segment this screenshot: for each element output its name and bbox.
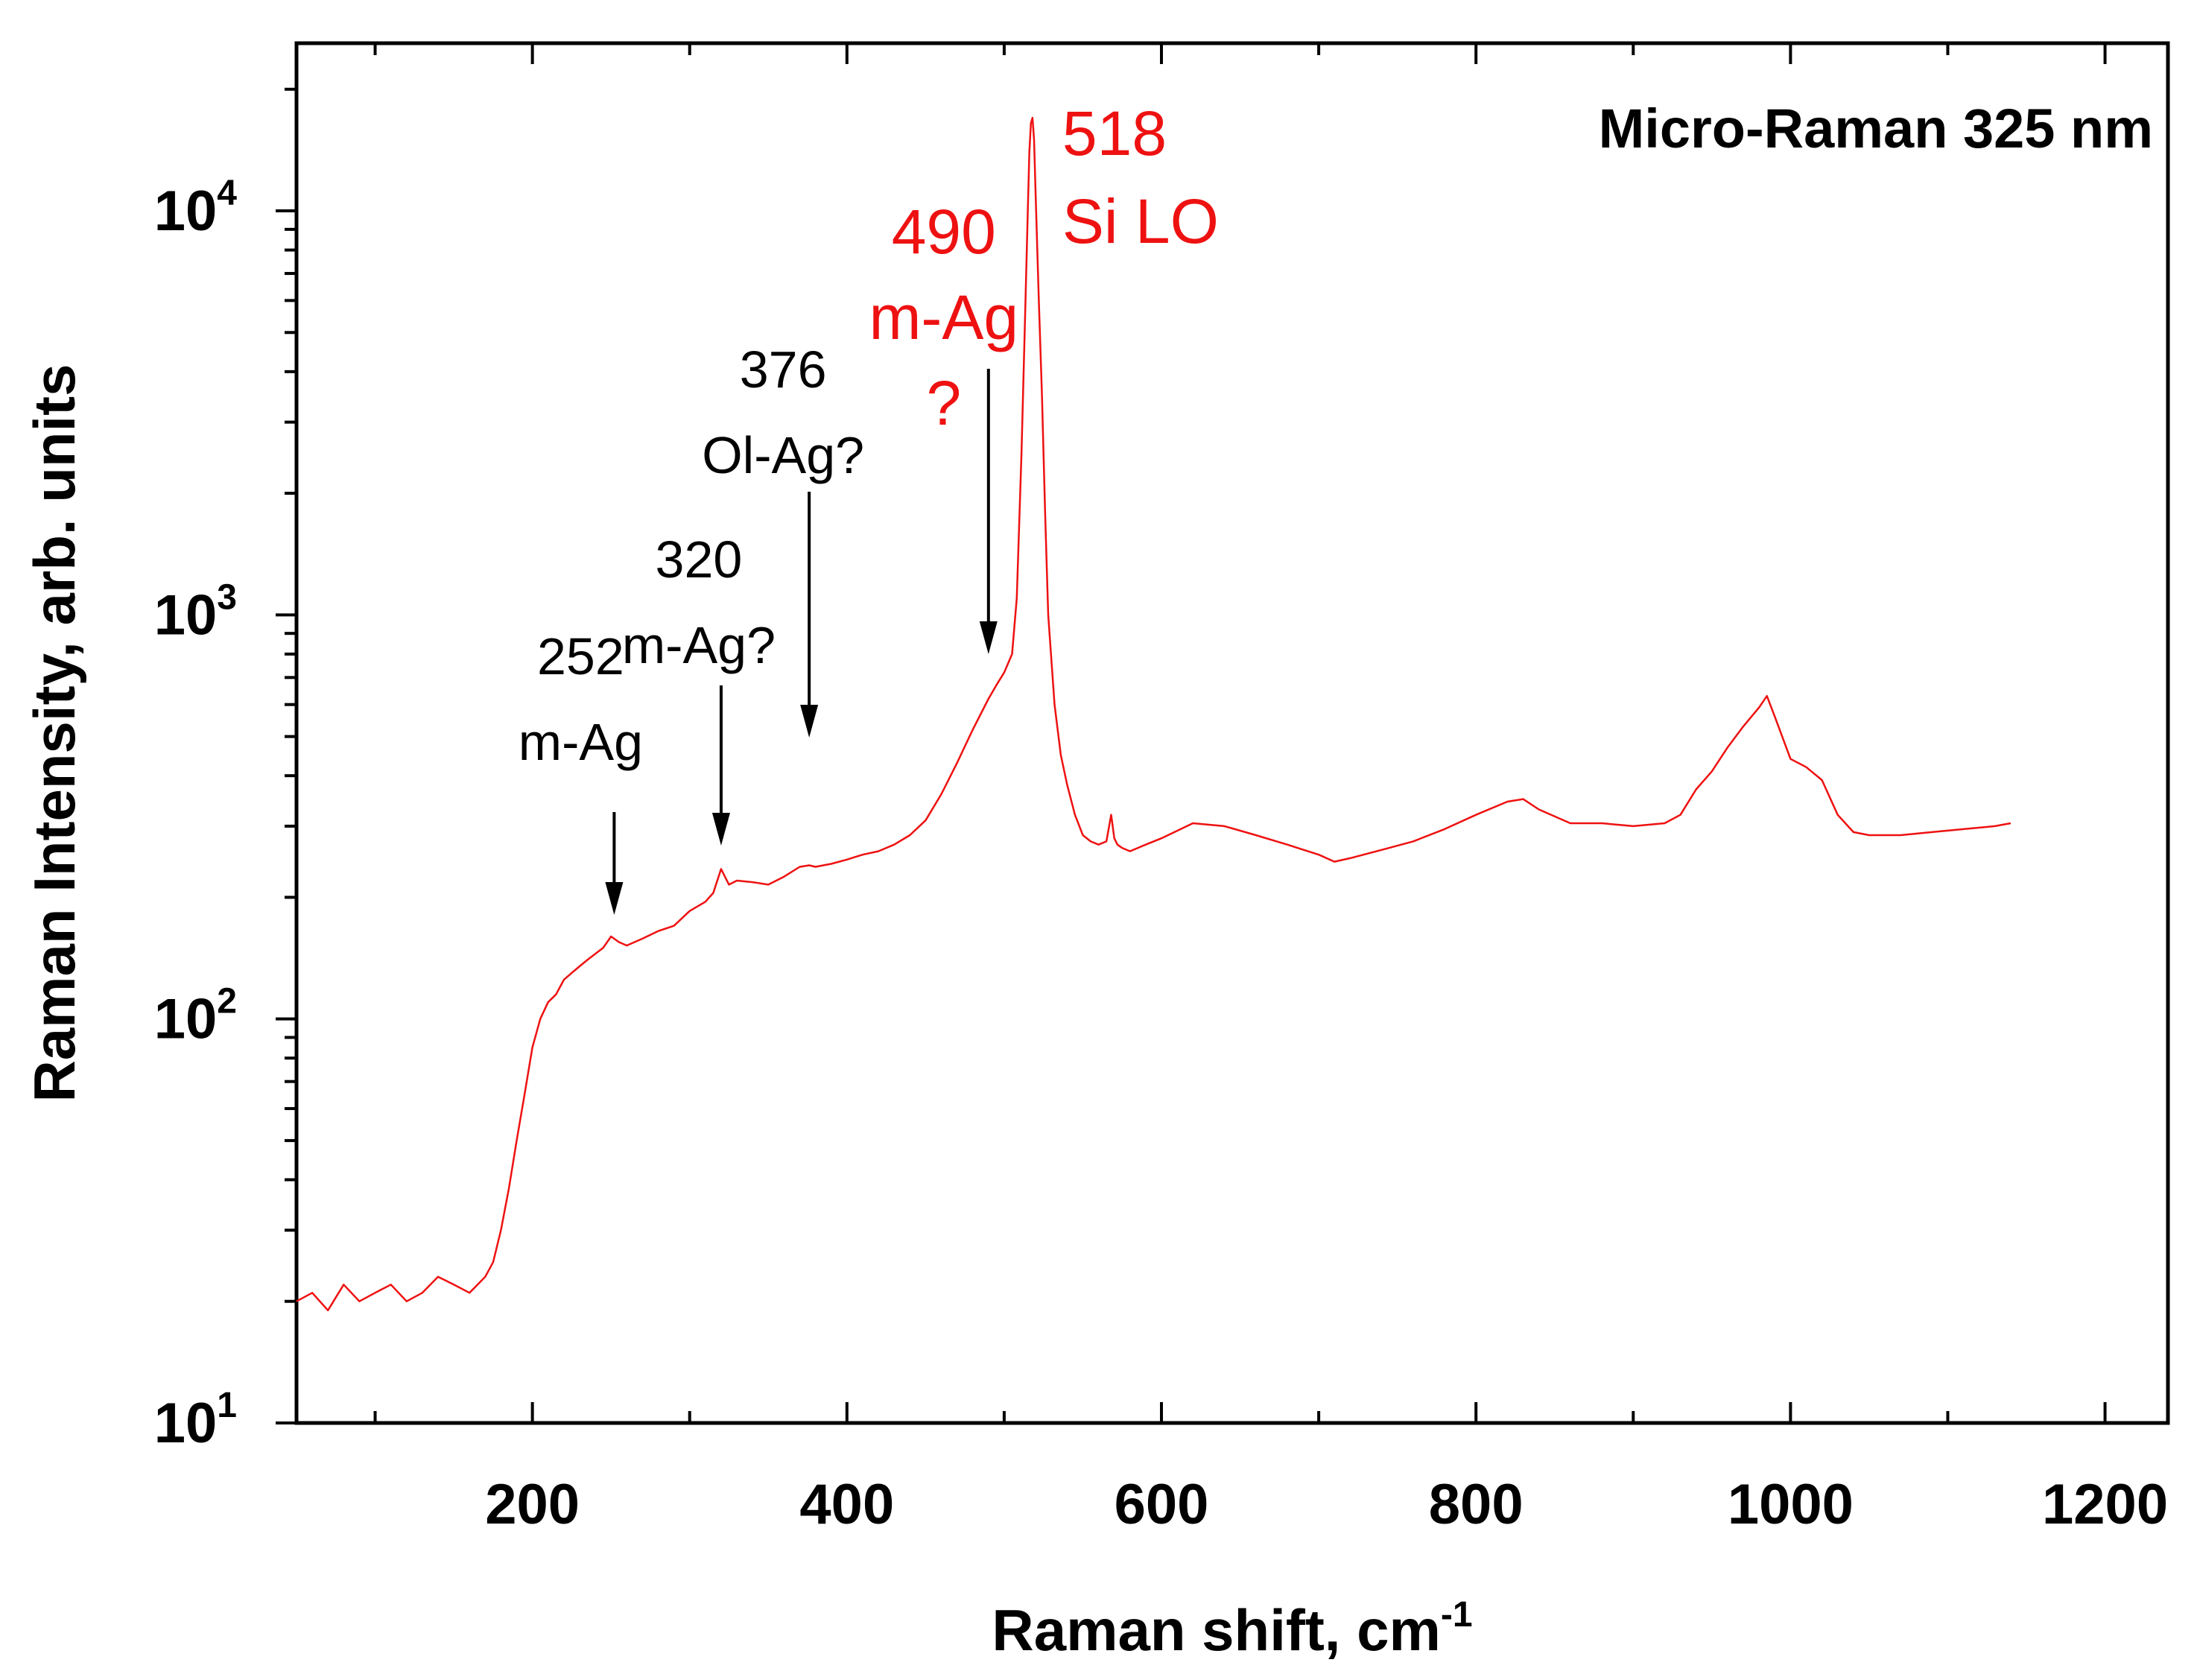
- y-tick-label-exponent: 3: [217, 577, 237, 617]
- annotation-252-line: 252: [537, 627, 624, 685]
- annotation-376: 376 Ol-Ag?: [702, 340, 864, 484]
- x-tick-label: 1200: [2042, 1473, 2168, 1536]
- annotation-490: 490 m-Ag?: [869, 197, 1018, 438]
- annotation-490-line: 490: [892, 197, 996, 267]
- y-tick-label-exponent: 4: [217, 174, 237, 213]
- y-axis-title: Raman Intensity, arb. units: [22, 364, 87, 1102]
- annotation-252: 252 m-Ag: [519, 627, 643, 771]
- y-tick-label-base: 10: [154, 180, 218, 243]
- plot-frame: [294, 41, 2170, 1425]
- y-tick-label: 102: [154, 982, 237, 1051]
- annotation-518-line: Si LO: [1062, 186, 1219, 256]
- x-axis-title-superscript: -1: [1441, 1595, 1473, 1635]
- x-tick-label: 800: [1429, 1473, 1524, 1536]
- annotation-490-line: m-Ag: [869, 282, 1018, 352]
- x-axis-title: Raman shift, cm-1: [992, 1595, 1472, 1663]
- x-tick-label: 400: [799, 1473, 894, 1536]
- annotation-252-line: m-Ag: [519, 713, 643, 771]
- annotation-320-line: 320: [656, 530, 743, 589]
- annotation-376-line: Ol-Ag?: [702, 426, 864, 484]
- x-tick-label: 600: [1115, 1473, 1209, 1536]
- y-tick-label-exponent: 1: [217, 1386, 237, 1425]
- y-tick-label: 103: [154, 577, 237, 647]
- x-axis-title-text: Raman shift, cm: [992, 1597, 1440, 1663]
- y-tick-label-base: 10: [154, 988, 218, 1051]
- y-tick-label: 101: [154, 1386, 237, 1455]
- arrow-376-head: [800, 705, 819, 738]
- arrow-252-head: [605, 882, 624, 915]
- annotation-320: 320 m-Ag?: [622, 530, 776, 674]
- arrow-490-head: [979, 621, 998, 654]
- y-tick-label: 104: [154, 174, 238, 243]
- arrow-320-head: [711, 813, 730, 846]
- y-tick-label-base: 10: [154, 1392, 218, 1455]
- spectrum-series-line: [296, 116, 2011, 1312]
- annotation-320-line: m-Ag?: [622, 616, 776, 674]
- annotation-490-line: ?: [926, 368, 961, 438]
- annotation-518: 518 Si LO: [1062, 98, 1219, 256]
- peak-annotations: 252 m-Ag 320 m-Ag? 376 Ol-Ag? 490 m-Ag ? 518 Si LO: [519, 98, 1219, 915]
- y-tick-label-exponent: 2: [217, 982, 237, 1021]
- x-tick-label: 200: [485, 1473, 580, 1536]
- annotation-376-line: 376: [740, 340, 827, 399]
- x-axis-ticks: 200 400 600 800 1000 1200: [373, 43, 2168, 1536]
- chart-title: Micro-Raman 325 nm: [1599, 98, 2153, 159]
- annotation-518-line: 518: [1062, 98, 1167, 168]
- x-tick-label: 1000: [1728, 1473, 1854, 1536]
- y-tick-label-base: 10: [154, 583, 218, 647]
